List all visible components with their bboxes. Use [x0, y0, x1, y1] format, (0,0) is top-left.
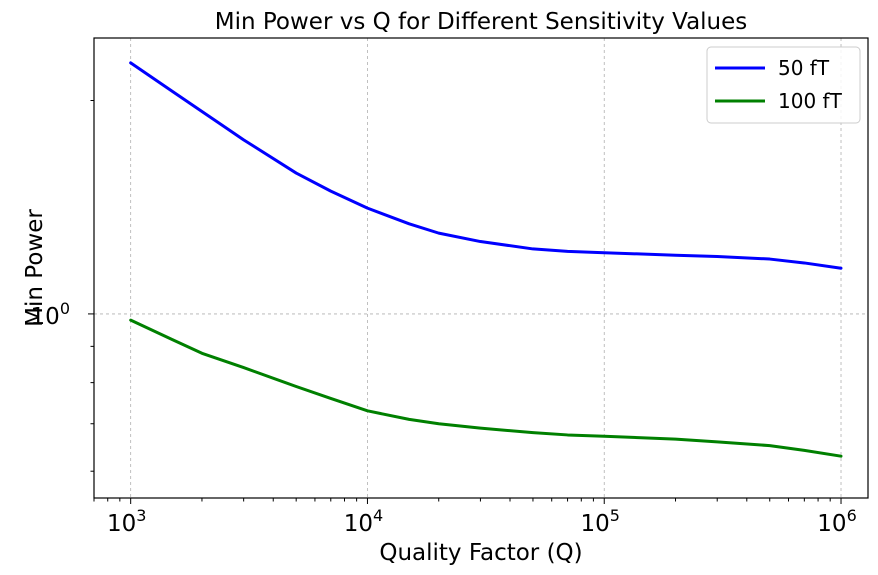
x-tick-label: 104: [344, 506, 383, 537]
y-tick-label: 100: [31, 299, 70, 330]
y-axis-label: Min Power: [22, 209, 48, 327]
series-line-2: [129, 318, 843, 458]
legend: 50 fT 100 fT: [706, 46, 861, 124]
legend-label: 50 fT: [778, 56, 830, 80]
legend-box: [706, 46, 861, 124]
plot-area: [93, 37, 869, 499]
legend-label: 100 fT: [778, 89, 843, 113]
series-layer: [129, 61, 843, 458]
axis-ticks: 103 104 105 106 100: [31, 99, 857, 537]
x-tick-label: 106: [817, 506, 856, 537]
series-line-1: [129, 61, 843, 270]
x-axis-label: Quality Factor (Q): [379, 540, 582, 566]
chart-title: Min Power vs Q for Different Sensitivity…: [215, 9, 748, 35]
x-tick-label: 103: [107, 506, 146, 537]
x-tick-label: 105: [581, 506, 620, 537]
